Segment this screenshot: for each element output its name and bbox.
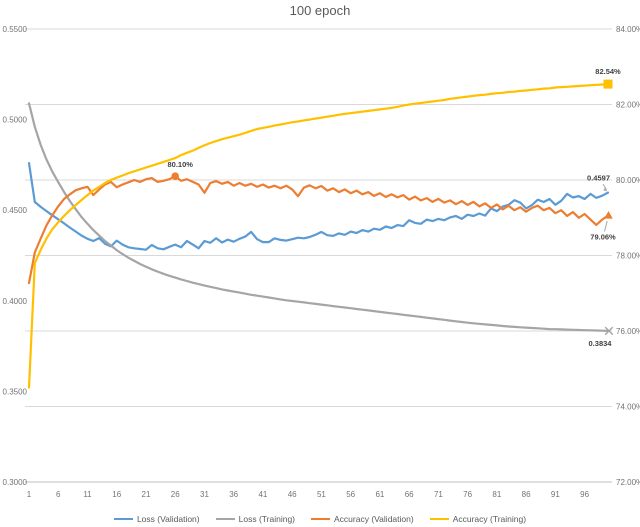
- legend-swatch-accuracy-validation: [311, 517, 330, 521]
- left-axis-tick: 0.5000: [3, 116, 28, 125]
- legend-label: Loss (Validation): [136, 514, 200, 524]
- x-axis-tick: 26: [171, 490, 180, 499]
- data-label-val-acc-end: 79.06%: [590, 232, 616, 241]
- chart-title: 100 epoch: [289, 3, 351, 18]
- x-axis-tick: 71: [434, 490, 443, 499]
- x-axis-tick: 96: [580, 490, 589, 499]
- leader-arrow-icon: [603, 187, 608, 192]
- legend-label: Loss (Training): [238, 514, 295, 524]
- x-axis-tick: 91: [551, 490, 560, 499]
- data-label-train-loss-end: 0.3834: [589, 339, 613, 348]
- x-axis-tick: 81: [492, 490, 501, 499]
- data-label-val-loss-end: 0.4597: [587, 174, 610, 183]
- end-marker-x: [604, 326, 614, 336]
- x-axis-tick: 36: [229, 490, 238, 499]
- right-axis-tick: 78.00%: [616, 252, 640, 261]
- right-axis-tick: 72.00%: [616, 478, 640, 487]
- left-axis-tick: 0.5500: [3, 25, 28, 34]
- x-axis-tick: 46: [288, 490, 297, 499]
- right-axis-tick: 82.00%: [616, 101, 640, 110]
- x-axis-tick: 11: [83, 490, 92, 499]
- left-axis-tick: 0.3500: [3, 387, 28, 396]
- x-axis-tick: 86: [522, 490, 531, 499]
- end-marker-square: [603, 79, 613, 89]
- legend-item-loss-training[interactable]: Loss (Training): [215, 514, 295, 524]
- legend-label: Accuracy (Training): [452, 514, 527, 524]
- x-axis-tick: 16: [112, 490, 121, 499]
- x-axis-tick: 66: [405, 490, 414, 499]
- x-axis-tick: 6: [56, 490, 61, 499]
- x-axis-tick: 1: [27, 490, 32, 499]
- legend-swatch-accuracy-training: [429, 517, 449, 521]
- right-axis-tick: 80.00%: [616, 176, 640, 185]
- x-axis-tick: 76: [463, 490, 472, 499]
- x-axis-tick: 51: [317, 490, 326, 499]
- x-axis-tick: 56: [346, 490, 355, 499]
- legend-label: Accuracy (Validation): [334, 514, 414, 524]
- x-axis-tick: 21: [142, 490, 151, 499]
- callout-marker-circle: [171, 172, 180, 181]
- legend-item-loss-validation[interactable]: Loss (Validation): [113, 514, 200, 524]
- left-axis-tick: 0.3000: [3, 478, 28, 487]
- right-axis-tick: 76.00%: [616, 327, 640, 336]
- data-label-train-acc-end: 82.54%: [595, 67, 621, 76]
- left-axis-tick: 0.4000: [3, 297, 28, 306]
- series-line-loss-training[interactable]: [27, 102, 610, 332]
- legend-item-accuracy-validation[interactable]: Accuracy (Validation): [311, 514, 414, 524]
- legend-swatch-loss-training: [215, 517, 235, 521]
- left-axis-tick: 0.4500: [3, 206, 28, 215]
- data-label-val-acc-peak: 80.10%: [167, 160, 193, 169]
- end-marker-triangle: [604, 210, 613, 219]
- series-line-loss-validation[interactable]: [27, 162, 610, 251]
- x-axis-tick: 61: [375, 490, 384, 499]
- x-axis-tick: 41: [258, 490, 267, 499]
- right-axis-tick: 84.00%: [616, 25, 640, 34]
- series-line-accuracy-validation[interactable]: [27, 175, 610, 285]
- right-axis-tick: 74.00%: [616, 403, 640, 412]
- x-axis-tick: 31: [200, 490, 209, 499]
- legend-swatch-loss-validation: [113, 517, 133, 521]
- series-line-accuracy-training[interactable]: [27, 82, 610, 389]
- legend-item-accuracy-training[interactable]: Accuracy (Training): [429, 514, 527, 524]
- legend: Loss (Validation) Loss (Training) Accura…: [0, 514, 640, 524]
- leader-line: [604, 220, 608, 232]
